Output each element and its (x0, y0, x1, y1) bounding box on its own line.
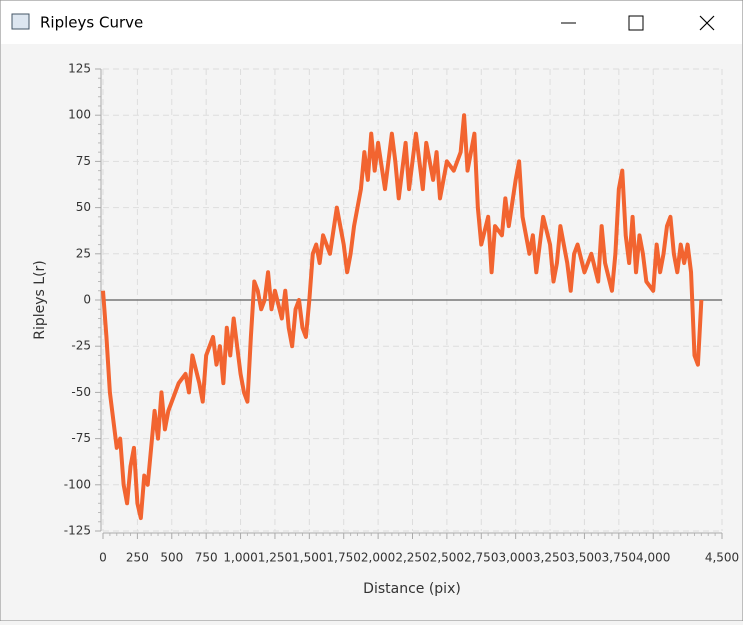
x-tick-label: 500 (160, 551, 183, 565)
x-tick-label: 0 (99, 551, 107, 565)
data-line (101, 113, 704, 521)
y-tick-label: 25 (76, 246, 91, 260)
maximize-button[interactable] (628, 15, 644, 31)
y-axis-label: Ripleys L(r) (32, 260, 48, 340)
title-bar (1, 1, 742, 44)
x-axis-label: Distance (pix) (363, 581, 461, 597)
x-tick-label: 4,000 (636, 551, 670, 565)
x-tick-label: 750 (195, 551, 218, 565)
x-tick-label: 4,500 (705, 551, 739, 565)
y-tick-label: 100 (68, 108, 91, 122)
x-tick-label: 3,250 (533, 551, 567, 565)
x-tick-label: 1,500 (292, 551, 326, 565)
x-tick-label: 1,000 (223, 551, 257, 565)
y-tick-label: -100 (64, 477, 91, 491)
x-tick-label: 3,500 (567, 551, 601, 565)
y-tick-label: -50 (71, 385, 91, 399)
window-title: Ripleys Curve (40, 14, 143, 32)
y-tick-label: 75 (76, 154, 91, 168)
y-tick-label: 125 (68, 62, 91, 76)
x-tick-label: 3,000 (498, 551, 532, 565)
app-icon (11, 13, 30, 30)
x-tick-label: 2,750 (464, 551, 498, 565)
x-tick-label: 3,750 (602, 551, 636, 565)
x-tick-label: 2,000 (361, 551, 395, 565)
x-tick-label: 1,750 (327, 551, 361, 565)
y-tick-label: -125 (64, 524, 91, 538)
y-tick-label: 50 (76, 200, 91, 214)
x-tick-label: 250 (126, 551, 149, 565)
y-tick-label: -75 (71, 431, 91, 445)
x-tick-label: 2,250 (395, 551, 429, 565)
x-tick-label: 2,500 (430, 551, 464, 565)
x-tick-label: 1,250 (258, 551, 292, 565)
close-button[interactable] (699, 15, 715, 31)
y-tick-label: 0 (83, 293, 91, 307)
y-tick-label: -25 (71, 339, 91, 353)
